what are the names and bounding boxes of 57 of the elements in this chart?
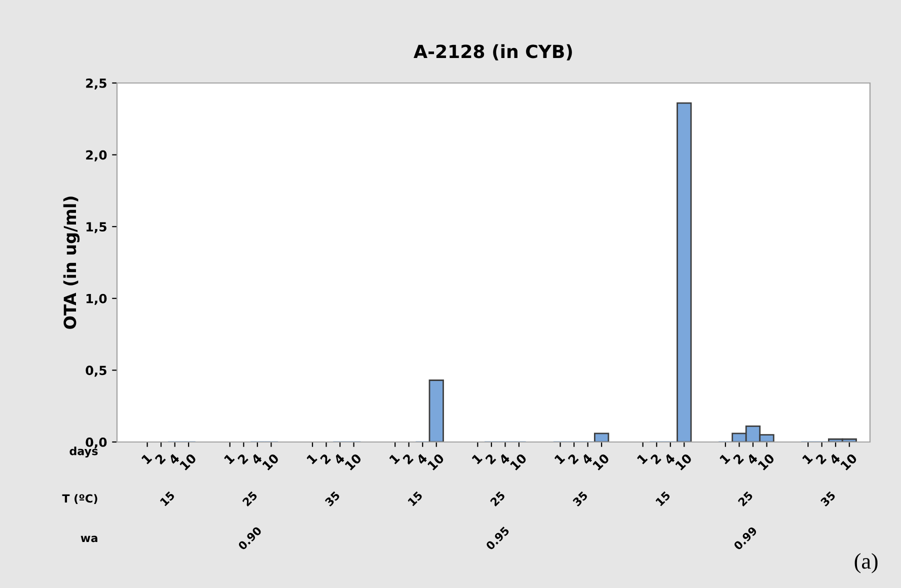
x-tick-label: 4 xyxy=(250,453,263,465)
x-tick-label: 2 xyxy=(402,453,414,465)
text: 35 xyxy=(324,490,340,507)
x-tick-label: 4 xyxy=(746,453,758,465)
x-tick-label: 10 xyxy=(674,452,692,471)
x-tick-label: 10 xyxy=(757,452,776,471)
text: 25 xyxy=(738,490,754,507)
y-axis-title: OTA (in ug/ml) xyxy=(63,196,80,329)
x-tick-label: 10 xyxy=(840,452,858,471)
y-tick-label: 0,0 xyxy=(86,437,107,449)
text: 25 xyxy=(490,490,506,507)
chart-title: A-2128 (in CYB) xyxy=(414,44,572,60)
x-tick-label: 4 xyxy=(828,453,841,465)
y-tick-label: 0,5 xyxy=(86,366,106,377)
x-tick-label: 4 xyxy=(333,453,346,465)
text: 15 xyxy=(160,490,176,506)
text: 25 xyxy=(242,490,258,507)
x-tick-label: 1 xyxy=(802,453,813,464)
text: days xyxy=(70,446,98,458)
text: wa xyxy=(80,536,98,542)
x-tick-label: 4 xyxy=(498,453,510,465)
text: 35 xyxy=(820,490,836,507)
x-tick-label: 1 xyxy=(224,453,235,464)
x-tick-label: 10 xyxy=(179,452,197,471)
x-tick-label: 1 xyxy=(554,453,566,464)
x-tick-label: 1 xyxy=(636,453,648,464)
x-tick-label: 10 xyxy=(344,452,362,471)
x-tick-label: 10 xyxy=(262,452,280,471)
x-tick-label: 2 xyxy=(484,453,496,465)
x-tick-label: 2 xyxy=(237,453,248,465)
x-tick-label: 10 xyxy=(592,452,610,471)
y-tick-label: 1,0 xyxy=(86,294,107,305)
text: T (ºC) xyxy=(62,494,98,504)
text: 15 xyxy=(655,490,671,506)
x-tick-label: 1 xyxy=(388,453,400,464)
x-tick-label: 2 xyxy=(568,453,579,465)
text: 35 xyxy=(572,490,588,507)
x-tick-label: 2 xyxy=(320,453,331,465)
x-tick-label: 4 xyxy=(664,453,676,465)
x-tick-label: 2 xyxy=(154,453,166,465)
text: 15 xyxy=(408,490,423,506)
x-tick-label: 1 xyxy=(719,453,730,464)
x-tick-label: 2 xyxy=(732,453,744,465)
x-tick-label: 1 xyxy=(141,453,152,464)
x-tick-label: 10 xyxy=(427,452,445,471)
x-tick-label: 4 xyxy=(581,453,593,465)
x-tick-label: 1 xyxy=(472,453,483,464)
y-tick-label: 1,5 xyxy=(86,222,106,234)
y-tick-label: 2,5 xyxy=(86,78,106,90)
x-tick-label: 1 xyxy=(306,453,318,464)
x-tick-label: 2 xyxy=(815,453,827,465)
x-tick-label: 4 xyxy=(168,453,180,465)
text: (a) xyxy=(854,553,878,574)
x-tick-label: 4 xyxy=(416,453,428,465)
y-tick-label: 2,0 xyxy=(86,150,107,162)
x-tick-label: 10 xyxy=(510,452,528,471)
x-tick-label: 2 xyxy=(650,453,662,465)
